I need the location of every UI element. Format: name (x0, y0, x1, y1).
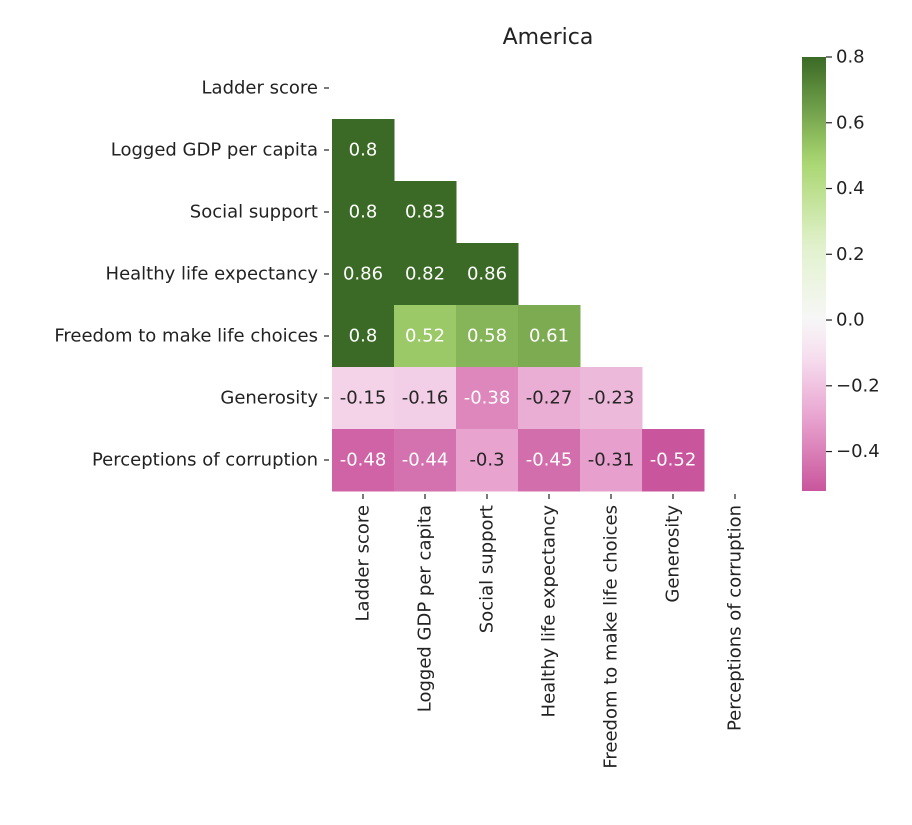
heatmap-cell (518, 429, 581, 492)
heatmap-cell (332, 181, 395, 244)
cell-value-label: 0.8 (349, 140, 378, 161)
cell-value-label: 0.86 (467, 264, 507, 285)
heatmap-cells: 0.8 0.8 0.83 0.86 0.82 0.86 0.8 0.52 0.58 0.61 -0.… (332, 119, 705, 492)
cell-value-label: -0.48 (340, 450, 387, 471)
heatmap-cell (642, 429, 705, 492)
colorbar-tick-label: 0.8 (836, 47, 865, 68)
x-tick-label: Healthy life expectancy (539, 505, 560, 718)
heatmap-cell (394, 429, 457, 492)
chart-title: America (503, 25, 594, 50)
cell-value-label: 0.58 (467, 326, 507, 347)
heatmap-cell (332, 243, 395, 306)
cell-value-label: 0.86 (343, 264, 383, 285)
cell-value-label: 0.52 (405, 326, 445, 347)
x-tick-label: Logged GDP per capita (415, 505, 436, 712)
colorbar: 0.8 0.6 0.4 0.2 0.0 −0.2 −0.4 (802, 47, 880, 491)
cell-value-label: -0.38 (464, 388, 511, 409)
x-tick-label: Social support (477, 505, 498, 633)
cell-value-label: -0.15 (340, 388, 387, 409)
heatmap-cell (456, 367, 519, 430)
heatmap-cell (394, 181, 457, 244)
colorbar-tick-label: 0.4 (836, 178, 865, 199)
cell-value-label: -0.52 (650, 450, 697, 471)
heatmap-cell (580, 367, 643, 430)
cell-value-label: 0.82 (405, 264, 445, 285)
heatmap-cell (394, 367, 457, 430)
colorbar-gradient (802, 57, 826, 491)
heatmap-cell (332, 119, 395, 182)
x-axis-labels: Ladder score Logged GDP per capita Social … (353, 494, 746, 769)
colorbar-tick-label: 0.6 (836, 112, 865, 133)
y-tick-label: Perceptions of corruption (92, 450, 318, 471)
cell-value-label: -0.3 (469, 450, 504, 471)
y-tick-label: Ladder score (202, 78, 318, 99)
colorbar-tick-label: −0.4 (836, 441, 880, 462)
colorbar-tick-label: 0.0 (836, 310, 865, 331)
heatmap-cell (456, 305, 519, 368)
cell-value-label: -0.27 (526, 388, 573, 409)
colorbar-tick-label: 0.2 (836, 244, 865, 265)
heatmap-cell (332, 305, 395, 368)
heatmap-cell (518, 305, 581, 368)
x-tick-label: Generosity (663, 505, 684, 603)
heatmap-cell (394, 305, 457, 368)
x-tick-label: Perceptions of corruption (725, 505, 746, 731)
heatmap-cell (580, 429, 643, 492)
y-tick-label: Freedom to make life choices (54, 326, 318, 347)
heatmap-cell (332, 367, 395, 430)
cell-value-label: 0.8 (349, 202, 378, 223)
x-tick-label: Ladder score (353, 505, 374, 621)
heatmap-cell (332, 429, 395, 492)
cell-value-label: -0.45 (526, 450, 573, 471)
cell-value-label: -0.31 (588, 450, 635, 471)
cell-value-label: -0.44 (402, 450, 449, 471)
cell-value-label: -0.16 (402, 388, 449, 409)
heatmap-cell (456, 243, 519, 306)
heatmap-cell (456, 429, 519, 492)
cell-value-label: 0.8 (349, 326, 378, 347)
heatmap-cell (518, 367, 581, 430)
y-tick-label: Logged GDP per capita (111, 140, 318, 161)
colorbar-tick-label: −0.2 (836, 375, 880, 396)
cell-value-label: 0.83 (405, 202, 445, 223)
cell-value-label: -0.23 (588, 388, 635, 409)
x-tick-label: Freedom to make life choices (601, 505, 622, 769)
y-tick-label: Healthy life expectancy (106, 264, 319, 285)
y-axis-labels: Ladder score Logged GDP per capita Social … (54, 78, 329, 471)
y-tick-label: Social support (190, 202, 318, 223)
heatmap-cell (394, 243, 457, 306)
y-tick-label: Generosity (220, 388, 318, 409)
cell-value-label: 0.61 (529, 326, 569, 347)
